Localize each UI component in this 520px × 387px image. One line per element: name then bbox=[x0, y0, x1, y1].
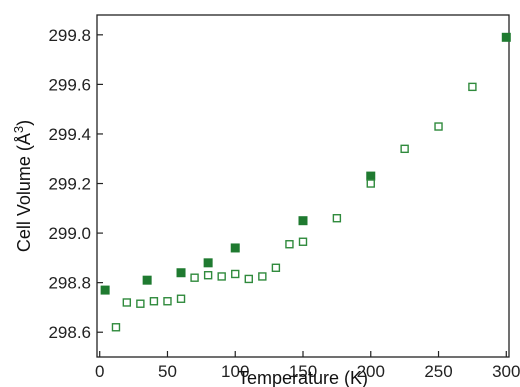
data-point-open bbox=[332, 214, 342, 223]
data-point-open bbox=[217, 272, 226, 281]
y-tick-label: 298.6 bbox=[48, 323, 91, 342]
data-point-open bbox=[163, 297, 172, 306]
data-point-filled bbox=[100, 285, 110, 295]
data-markers bbox=[100, 32, 511, 332]
y-tick-label: 299.0 bbox=[48, 224, 91, 243]
data-point-filled bbox=[142, 275, 152, 285]
data-point-open bbox=[190, 273, 199, 282]
x-tick-label: 0 bbox=[95, 362, 104, 381]
y-tick-label: 299.2 bbox=[48, 175, 91, 194]
y-tick-label: 299.8 bbox=[48, 26, 91, 45]
y-axis-title-superscript: 3 bbox=[11, 126, 26, 133]
x-tick-label: 250 bbox=[424, 362, 452, 381]
data-point-filled bbox=[176, 268, 186, 278]
x-axis-ticks: 0 50 100 150 200 250 300 bbox=[95, 351, 520, 381]
data-point-open bbox=[468, 82, 477, 92]
plot-frame bbox=[96, 14, 510, 358]
data-point-open bbox=[258, 272, 267, 281]
data-point-open bbox=[176, 294, 186, 303]
x-tick-label: 200 bbox=[357, 362, 385, 381]
data-point-open bbox=[231, 269, 240, 279]
y-axis-title-close: ) bbox=[14, 120, 34, 126]
data-point-open bbox=[400, 144, 409, 154]
data-point-open bbox=[271, 263, 281, 272]
data-point-open bbox=[244, 274, 253, 284]
data-point-open bbox=[285, 240, 294, 249]
data-point-open bbox=[122, 298, 132, 307]
x-tick-label: 300 bbox=[492, 362, 520, 381]
y-axis-title: Cell Volume (Å3) bbox=[11, 120, 34, 252]
data-point-open bbox=[149, 297, 159, 306]
data-point-open bbox=[111, 323, 121, 332]
data-point-filled bbox=[501, 32, 511, 42]
data-point-open bbox=[434, 122, 443, 131]
y-tick-label: 299.6 bbox=[48, 75, 91, 94]
data-point-open bbox=[366, 179, 375, 188]
y-tick-label: 298.8 bbox=[48, 274, 91, 293]
plot-area bbox=[96, 14, 510, 358]
y-axis-title-text: Cell Volume (Å bbox=[14, 133, 34, 252]
data-point-open bbox=[298, 237, 308, 246]
data-point-filled bbox=[366, 171, 376, 181]
y-axis-ticks: 298.6 298.8 299.0 299.2 299.4 299.6 299.8 bbox=[48, 26, 103, 342]
data-point-filled bbox=[230, 243, 240, 253]
data-point-filled bbox=[203, 258, 213, 268]
data-point-open bbox=[136, 299, 145, 308]
x-tick-label: 50 bbox=[158, 362, 177, 381]
x-axis-title: Temperature (K) bbox=[238, 368, 368, 387]
y-tick-label: 299.4 bbox=[48, 125, 91, 144]
data-point-filled bbox=[298, 216, 308, 226]
x-tick-label: 100 bbox=[221, 362, 249, 381]
data-point-open bbox=[203, 271, 213, 280]
x-tick-label: 150 bbox=[289, 362, 317, 381]
